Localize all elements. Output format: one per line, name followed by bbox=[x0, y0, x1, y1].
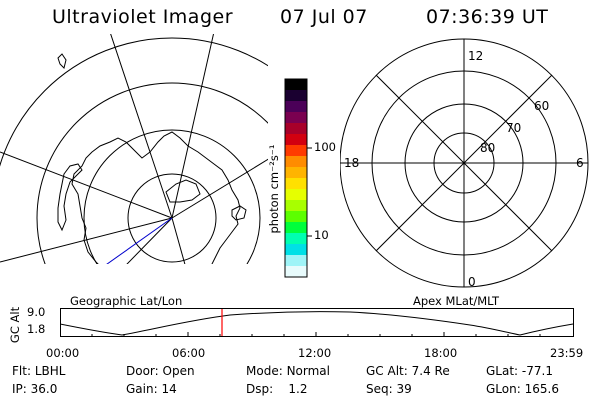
colorbar-cell bbox=[285, 101, 307, 113]
altitude-panel bbox=[60, 308, 574, 337]
info-glat: GLat: -77.1 bbox=[486, 364, 553, 378]
time: 07:36:39 UT bbox=[426, 6, 549, 28]
meridian bbox=[126, 217, 173, 264]
colorbar-tick-100: 100 bbox=[314, 140, 336, 154]
mlt-18: 18 bbox=[344, 156, 359, 170]
meridian bbox=[171, 34, 215, 219]
geo-caption: Geographic Lat/Lon bbox=[70, 294, 183, 308]
alt-ytick-high: 9.0 bbox=[27, 305, 46, 319]
geo-map bbox=[0, 34, 268, 264]
coastline-antarctica bbox=[71, 131, 241, 264]
mlt-0: 0 bbox=[468, 275, 476, 288]
alt-ylabel: GC Alt bbox=[8, 306, 22, 344]
lat-circle-60 bbox=[36, 82, 268, 264]
meridian bbox=[171, 217, 186, 264]
info-dsp: Dsp: 1.2 bbox=[246, 382, 308, 396]
lat-60: 60 bbox=[534, 99, 549, 113]
date: 07 Jul 07 bbox=[280, 6, 368, 28]
mlt-12: 12 bbox=[468, 49, 483, 63]
coastline-ross bbox=[165, 179, 201, 203]
mlt-6: 6 bbox=[576, 156, 584, 170]
info-mode: Mode: Normal bbox=[246, 364, 330, 378]
colorbar-cell bbox=[285, 156, 307, 168]
info-door: Door: Open bbox=[126, 364, 195, 378]
colorbar-cell bbox=[285, 134, 307, 146]
coastline-peninsula bbox=[57, 163, 83, 232]
alt-ytick-low: 1.8 bbox=[27, 322, 46, 336]
colorbar-cell bbox=[285, 90, 307, 102]
apex-caption: Apex MLat/MLT bbox=[413, 294, 500, 308]
colorbar-cell bbox=[285, 123, 307, 135]
coastline-island bbox=[231, 205, 247, 221]
info-ip: IP: 36.0 bbox=[12, 382, 58, 396]
alt-xtick-4: 23:59 bbox=[550, 346, 584, 360]
lat-70: 70 bbox=[506, 121, 521, 135]
info-seq: Seq: 39 bbox=[366, 382, 412, 396]
colorbar bbox=[284, 78, 312, 278]
lat-circle-50 bbox=[0, 37, 268, 167]
colorbar-cell bbox=[285, 167, 307, 179]
colorbar-cell bbox=[285, 79, 307, 91]
alt-xtick-2: 12:00 bbox=[298, 346, 332, 360]
colorbar-cell bbox=[285, 178, 307, 190]
meridian-highlight bbox=[106, 217, 173, 264]
colorbar-cell bbox=[285, 200, 307, 212]
coastline-nz bbox=[57, 53, 67, 69]
alt-xtick-3: 18:00 bbox=[424, 346, 458, 360]
colorbar-cell bbox=[285, 189, 307, 201]
colorbar-cell bbox=[285, 233, 307, 245]
alt-xtick-1: 06:00 bbox=[172, 346, 206, 360]
colorbar-cell bbox=[285, 244, 307, 256]
lat-circle-80 bbox=[127, 173, 217, 263]
colorbar-label: photon cm⁻²s⁻¹ bbox=[267, 144, 281, 234]
altitude-curve bbox=[60, 311, 574, 336]
lat-80: 80 bbox=[480, 141, 495, 155]
colorbar-cell bbox=[285, 112, 307, 124]
info-flt: Flt: LBHL bbox=[12, 364, 66, 378]
colorbar-cell bbox=[285, 222, 307, 234]
colorbar-tick-10: 10 bbox=[314, 228, 329, 242]
meridian bbox=[0, 151, 173, 219]
colorbar-cell bbox=[285, 266, 307, 278]
apex-plot: 12 18 6 0 60 70 80 bbox=[340, 38, 589, 288]
meridian bbox=[110, 34, 173, 219]
lat-circle-70 bbox=[83, 129, 261, 264]
alt-xtick-0: 00:00 bbox=[46, 346, 80, 360]
meridian bbox=[171, 158, 268, 219]
colorbar-cell bbox=[285, 145, 307, 157]
colorbar-cell bbox=[285, 211, 307, 223]
meridian bbox=[0, 217, 173, 263]
info-glon: GLon: 165.6 bbox=[486, 382, 559, 396]
info-gain: Gain: 14 bbox=[126, 382, 177, 396]
colorbar-cell bbox=[285, 255, 307, 267]
alt-x-minor-ticks bbox=[91, 332, 541, 337]
info-gc-alt: GC Alt: 7.4 Re bbox=[366, 364, 450, 378]
title: Ultraviolet Imager bbox=[52, 6, 234, 28]
